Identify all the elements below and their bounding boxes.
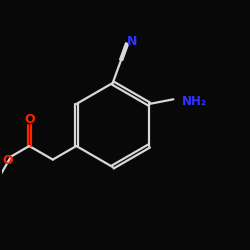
Text: O: O [24,113,34,126]
Text: NH₂: NH₂ [182,95,207,108]
Text: N: N [127,34,138,48]
Text: O: O [2,154,13,168]
